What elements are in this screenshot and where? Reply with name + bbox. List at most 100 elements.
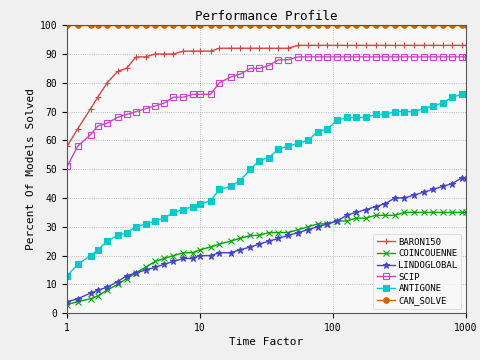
- COINCOUENNE: [335, 219, 340, 223]
- COINCOUENNE: [162, 256, 168, 261]
- SCIP: [344, 55, 349, 59]
- COINCOUENNE: [228, 239, 233, 243]
- SCIP: [170, 95, 176, 99]
- BARON150: [104, 81, 110, 85]
- ANTIGONE: [392, 109, 398, 114]
- BARON150: [190, 49, 195, 53]
- LINDOGLOBAL: [237, 248, 243, 252]
- SCIP: [420, 55, 426, 59]
- ANTIGONE: [305, 138, 311, 143]
- BARON150: [392, 43, 398, 48]
- ANTIGONE: [237, 179, 243, 183]
- COINCOUENNE: [363, 216, 369, 220]
- BARON150: [363, 43, 369, 48]
- LINDOGLOBAL: [216, 251, 222, 255]
- CAN_SOLVE: [463, 23, 468, 27]
- ANTIGONE: [353, 115, 359, 120]
- CAN_SOLVE: [133, 23, 139, 27]
- BARON150: [266, 46, 272, 50]
- CAN_SOLVE: [180, 23, 186, 27]
- BARON150: [305, 43, 311, 48]
- SCIP: [315, 55, 321, 59]
- LINDOGLOBAL: [401, 196, 407, 200]
- BARON150: [296, 43, 301, 48]
- ANTIGONE: [162, 216, 168, 220]
- LINDOGLOBAL: [162, 262, 168, 266]
- BARON150: [152, 52, 158, 56]
- Line: ANTIGONE: ANTIGONE: [64, 91, 469, 279]
- COINCOUENNE: [305, 225, 311, 229]
- BARON150: [143, 55, 149, 59]
- BARON150: [180, 49, 186, 53]
- BARON150: [197, 49, 203, 53]
- ANTIGONE: [344, 115, 349, 120]
- CAN_SOLVE: [104, 23, 110, 27]
- Title: Performance Profile: Performance Profile: [195, 10, 337, 23]
- COINCOUENNE: [143, 265, 149, 269]
- LINDOGLOBAL: [143, 268, 149, 272]
- COINCOUENNE: [372, 213, 378, 217]
- CAN_SOLVE: [363, 23, 369, 27]
- Line: BARON150: BARON150: [64, 42, 469, 150]
- ANTIGONE: [256, 158, 262, 163]
- CAN_SOLVE: [124, 23, 130, 27]
- COINCOUENNE: [344, 219, 349, 223]
- BARON150: [459, 43, 465, 48]
- LINDOGLOBAL: [256, 242, 262, 246]
- SCIP: [180, 95, 186, 99]
- COINCOUENNE: [440, 210, 445, 215]
- CAN_SOLVE: [115, 23, 120, 27]
- CAN_SOLVE: [411, 23, 417, 27]
- ANTIGONE: [335, 118, 340, 122]
- COINCOUENNE: [459, 210, 465, 215]
- Line: LINDOGLOBAL: LINDOGLOBAL: [64, 174, 469, 305]
- SCIP: [296, 55, 301, 59]
- COINCOUENNE: [353, 216, 359, 220]
- ANTIGONE: [197, 202, 203, 206]
- CAN_SOLVE: [190, 23, 195, 27]
- BARON150: [237, 46, 243, 50]
- CAN_SOLVE: [170, 23, 176, 27]
- BARON150: [216, 46, 222, 50]
- COINCOUENNE: [75, 300, 81, 304]
- LINDOGLOBAL: [440, 184, 445, 189]
- ANTIGONE: [401, 109, 407, 114]
- BARON150: [276, 46, 281, 50]
- BARON150: [353, 43, 359, 48]
- CAN_SOLVE: [449, 23, 455, 27]
- BARON150: [420, 43, 426, 48]
- COINCOUENNE: [197, 248, 203, 252]
- SCIP: [237, 72, 243, 76]
- ANTIGONE: [411, 109, 417, 114]
- ANTIGONE: [440, 101, 445, 105]
- BARON150: [463, 43, 468, 48]
- COINCOUENNE: [124, 276, 130, 281]
- LINDOGLOBAL: [180, 256, 186, 261]
- CAN_SOLVE: [248, 23, 253, 27]
- SCIP: [285, 58, 291, 62]
- COINCOUENNE: [276, 230, 281, 235]
- LINDOGLOBAL: [382, 202, 388, 206]
- COINCOUENNE: [382, 213, 388, 217]
- BARON150: [344, 43, 349, 48]
- COINCOUENNE: [430, 210, 436, 215]
- COINCOUENNE: [256, 233, 262, 238]
- COINCOUENNE: [248, 233, 253, 238]
- COINCOUENNE: [133, 271, 139, 275]
- COINCOUENNE: [449, 210, 455, 215]
- ANTIGONE: [143, 222, 149, 226]
- SCIP: [104, 121, 110, 125]
- ANTIGONE: [315, 130, 321, 134]
- SCIP: [143, 107, 149, 111]
- LINDOGLOBAL: [459, 176, 465, 180]
- SCIP: [382, 55, 388, 59]
- SCIP: [216, 81, 222, 85]
- COINCOUENNE: [296, 228, 301, 232]
- Line: SCIP: SCIP: [64, 53, 469, 170]
- CAN_SOLVE: [228, 23, 233, 27]
- SCIP: [133, 109, 139, 114]
- SCIP: [95, 124, 101, 128]
- X-axis label: Time Factor: Time Factor: [229, 337, 303, 347]
- COINCOUENNE: [237, 236, 243, 240]
- SCIP: [208, 92, 214, 96]
